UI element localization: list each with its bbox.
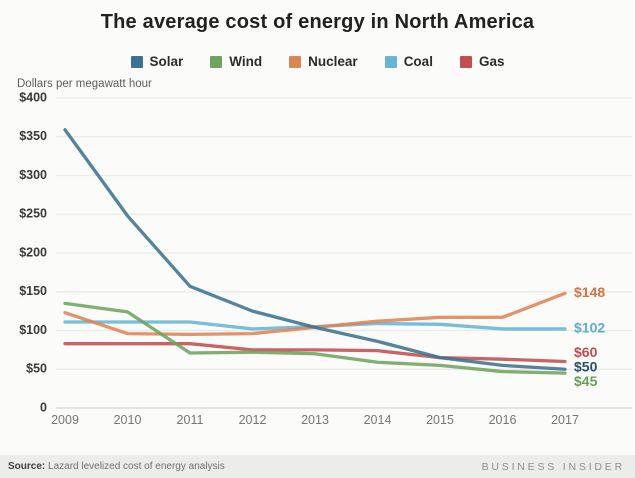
y-tick-label-0: 0: [40, 400, 47, 414]
x-tick-label-2009: 2009: [51, 413, 79, 427]
legend-label-nuclear: Nuclear: [308, 54, 358, 69]
x-tick-label-2014: 2014: [364, 413, 392, 427]
legend-label-solar: Solar: [149, 54, 184, 69]
footer-bar: Source: Lazard levelized cost of energy …: [0, 455, 635, 478]
legend-label-gas: Gas: [478, 54, 505, 69]
x-tick-label-2015: 2015: [426, 413, 454, 427]
legend-swatch-solar: [130, 55, 143, 68]
series-end-label-coal: $102: [574, 320, 605, 336]
x-tick-label-2012: 2012: [239, 413, 267, 427]
legend: Solar Wind Nuclear Coal Gas: [0, 54, 635, 69]
source-credit: Source: Lazard levelized cost of energy …: [8, 461, 225, 472]
legend-item-gas: Gas: [459, 54, 505, 69]
legend-label-wind: Wind: [229, 54, 263, 69]
x-tick-label-2016: 2016: [489, 413, 517, 427]
series-end-label-gas: $60: [574, 344, 598, 360]
legend-item-wind: Wind: [210, 54, 262, 69]
y-tick-label-50: $50: [26, 362, 47, 376]
x-tick-label-2017: 2017: [551, 413, 579, 427]
y-tick-label-400: $400: [19, 90, 47, 104]
chart-svg: $400 $350 $300 $250 $200 $150 $100 $50 0 2009 2010…: [19, 90, 632, 427]
series-end-label-wind: $45: [574, 373, 598, 389]
legend-item-coal: Coal: [384, 54, 433, 69]
source-text: Lazard levelized cost of energy analysis: [45, 461, 225, 472]
chart-title: The average cost of energy in North Amer…: [100, 11, 535, 33]
series-line-solar: [63, 128, 567, 371]
source-label: Source:: [8, 461, 46, 472]
y-tick-label-100: $100: [19, 323, 47, 337]
y-tick-label-250: $250: [19, 207, 47, 221]
legend-swatch-nuclear: [289, 55, 302, 68]
legend-item-nuclear: Nuclear: [289, 54, 358, 69]
legend-item-solar: Solar: [130, 54, 184, 69]
y-tick-label-150: $150: [19, 284, 47, 298]
series-end-label-nuclear: $148: [574, 284, 605, 300]
legend-swatch-wind: [210, 55, 223, 68]
legend-label-coal: Coal: [403, 54, 433, 69]
y-tick-label-200: $200: [19, 245, 47, 259]
y-axis-title: Dollars per megawatt hour: [17, 78, 152, 90]
x-tick-label-2011: 2011: [177, 413, 204, 427]
series-end-label-solar: $50: [574, 359, 598, 375]
legend-swatch-coal: [384, 55, 397, 68]
y-tick-label-350: $350: [19, 129, 47, 143]
series-line-gas: [63, 342, 567, 364]
series-line-wind: [63, 301, 567, 375]
x-tick-label-2010: 2010: [114, 413, 142, 427]
x-tick-label-2013: 2013: [301, 413, 329, 427]
legend-swatch-gas: [459, 55, 472, 68]
y-tick-label-300: $300: [19, 168, 47, 182]
business-insider-logo: BUSINESS INSIDER: [481, 460, 625, 473]
